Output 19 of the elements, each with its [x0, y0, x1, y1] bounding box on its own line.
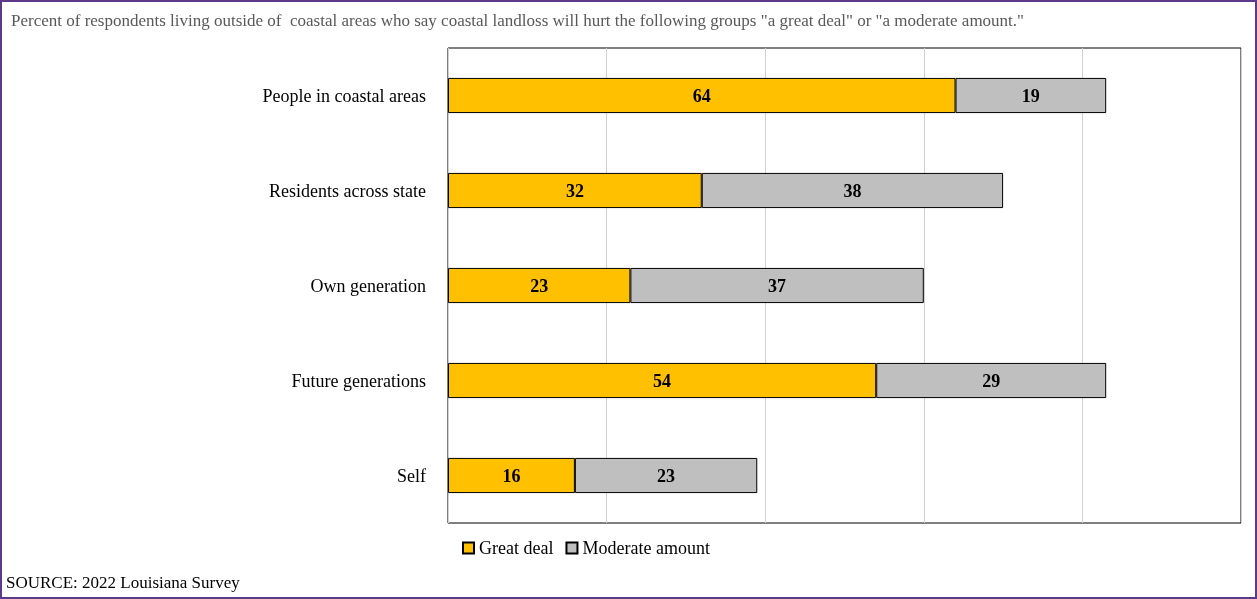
y-tick-label: Own generation	[310, 275, 426, 296]
legend-label: Moderate amount	[582, 538, 710, 558]
data-label: 23	[530, 275, 549, 296]
y-tick-label: People in coastal areas	[262, 85, 426, 106]
y-tick-label: Self	[397, 465, 426, 486]
data-label: 54	[653, 370, 672, 391]
y-tick-label: Residents across state	[269, 180, 427, 201]
data-label: 38	[843, 180, 862, 201]
chart-title: Percent of respondents living outside of coastal areas who say coastal landloss will hurt the following groups "a great deal" or "a moderate amount."	[11, 10, 1025, 30]
y-tick-label: Future generations	[291, 370, 426, 391]
data-label: 64	[692, 85, 711, 106]
data-label: 32	[565, 180, 584, 201]
data-label: 29	[982, 370, 1001, 391]
legend-label: Great deal	[479, 538, 554, 558]
data-label: 19	[1021, 85, 1040, 106]
data-label: 16	[502, 465, 521, 486]
data-label: 37	[768, 275, 787, 296]
source-note: SOURCE: 2022 Louisiana Survey	[6, 573, 241, 592]
data-label: 23	[657, 465, 676, 486]
